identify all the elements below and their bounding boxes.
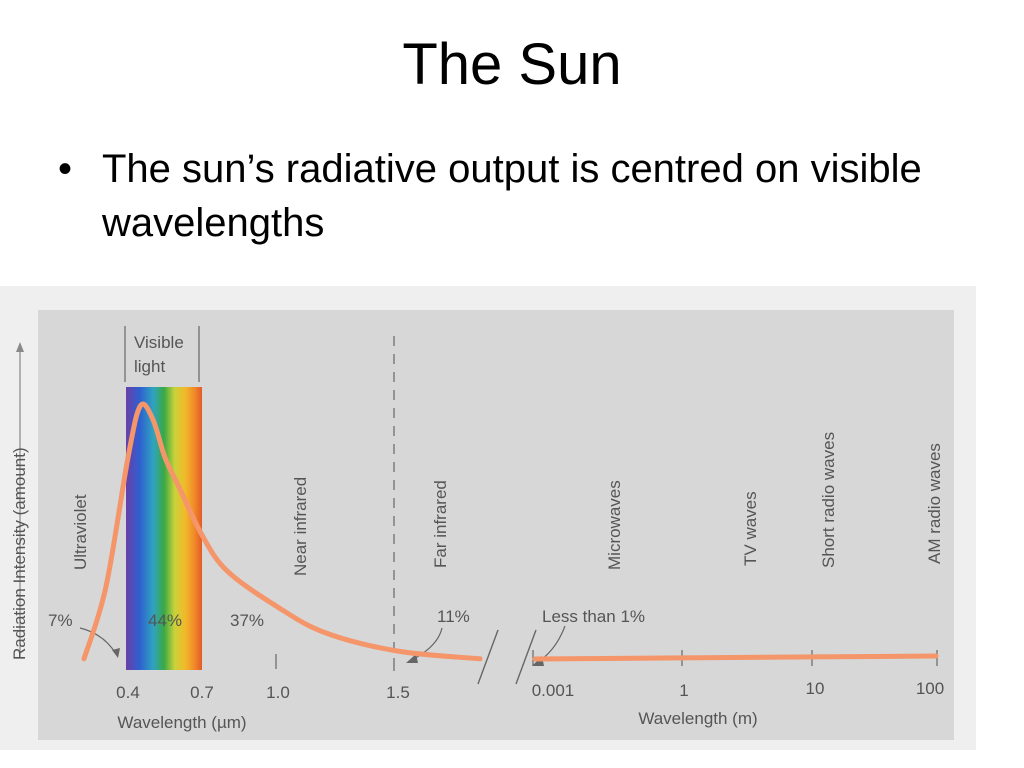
visible-spectrum-band (126, 387, 202, 670)
percent-label-ultraviolet: 7% (48, 611, 73, 630)
y-axis-arrow-icon (16, 342, 24, 352)
tick-label-10: 10 (806, 679, 825, 698)
tick-label-0.001: 0.001 (532, 681, 575, 700)
band-label-tv-waves: TV waves (741, 491, 760, 566)
visible-label-line1: Visible (134, 333, 184, 352)
bullet-marker: • (58, 147, 73, 191)
radio-output-line (532, 653, 939, 662)
y-axis-label: Radiation Intensity (amount) (10, 447, 29, 660)
percent-label-far-infrared: 11% (437, 607, 470, 626)
intensity-curve (81, 401, 483, 662)
band-label-far-infrared: Far infrared (431, 480, 450, 568)
percent-label-near-infrared: 37% (230, 611, 264, 630)
band-label-short-radio: Short radio waves (819, 432, 838, 568)
tick-label-1.0: 1.0 (266, 683, 290, 702)
tick-label-1: 1 (679, 681, 688, 700)
tick-label-1.5: 1.5 (386, 683, 410, 702)
band-label-am-radio: AM radio waves (925, 443, 944, 564)
tick-label-0.7: 0.7 (190, 683, 214, 702)
percent-label-radio: Less than 1% (542, 607, 645, 626)
tick-label-100: 100 (916, 679, 944, 698)
axis-break-right (515, 629, 537, 685)
x-axis-label-meters: Wavelength (m) (638, 709, 757, 728)
x-axis-label-micrometers: Wavelength (µm) (117, 713, 246, 732)
percent-label-visible: 44% (148, 611, 182, 630)
bullet-text: The sun’s radiative output is centred on… (102, 147, 922, 245)
tick-label-0.4: 0.4 (116, 683, 140, 702)
visible-label-line2: light (134, 357, 165, 376)
band-label-microwaves: Microwaves (605, 480, 624, 570)
band-label-ultraviolet: Ultraviolet (71, 494, 90, 570)
spectrum-chart: Radiation Intensity (amount) Visible lig… (10, 310, 954, 740)
spectrum-figure: Radiation Intensity (amount) Visible lig… (0, 286, 976, 750)
slide-title: The Sun (402, 32, 622, 97)
axis-break-left (477, 629, 499, 685)
callout-arrowhead-far-infrared (406, 654, 418, 663)
callout-arrowhead-ultraviolet (112, 648, 120, 658)
band-label-near-infrared: Near infrared (291, 477, 310, 576)
